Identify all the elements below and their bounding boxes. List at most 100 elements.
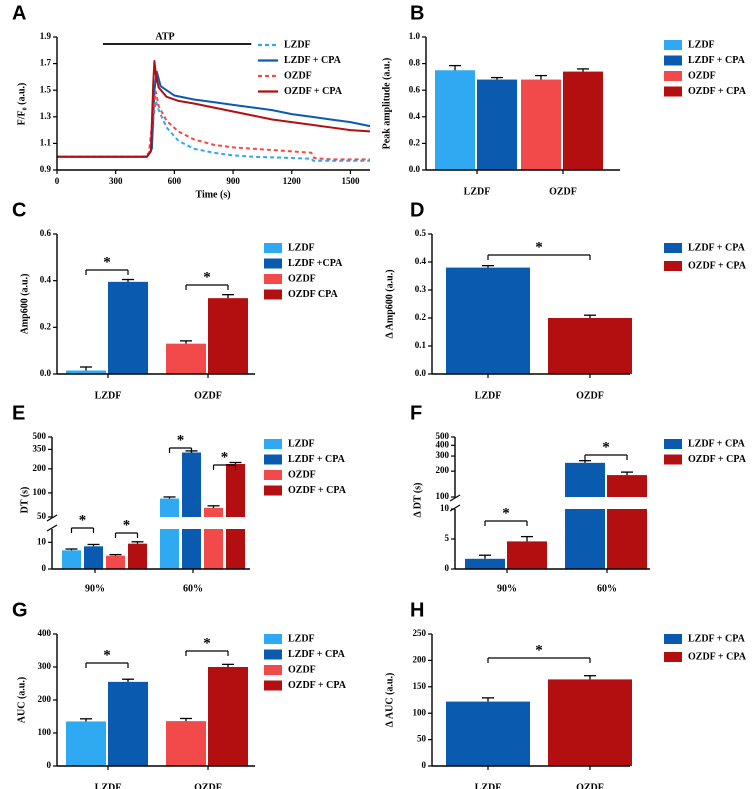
panel-a-legend-label-lzdf-cpa: LZDF + CPA — [284, 55, 342, 66]
panel-c-legend-label-lzdf-cpa: LZDF +CPA — [288, 258, 343, 269]
panel-h-y-label: Δ AUC (a.u.) — [384, 673, 395, 728]
panel-e-y-tick-label: 100 — [33, 487, 47, 497]
bar-lower-ozdf — [204, 529, 223, 569]
panel-g-sig-lzdf-star: * — [103, 647, 111, 663]
panel-f-legend-swatch-ozdf-cpa — [664, 454, 682, 465]
panel-d-category-label: LZDF — [475, 390, 502, 401]
panel-a-y-tick-label: 1.5 — [40, 84, 52, 94]
panel-a-legend-label-ozdf: OZDF — [284, 70, 312, 81]
panel-e-category-label: 90% — [85, 583, 105, 594]
panel-b-y-label: Peak amplitude (a.u.) — [381, 58, 392, 150]
panel-g-y-tick-label: 300 — [38, 661, 52, 671]
panel-h-category-label: OZDF — [576, 782, 604, 789]
panel-c-y-tick-label: 0.4 — [40, 275, 52, 285]
panel-d-y-tick-label: 0.5 — [415, 228, 427, 238]
bar-ozdf-cpa — [226, 463, 245, 517]
panel-e-legend-swatch-lzdf-cpa — [264, 454, 282, 465]
panel-c-legend-swatch-ozdf-cpa — [264, 289, 282, 300]
bar-ozdf-cpa — [548, 679, 632, 766]
panel-e-y-tick-label: 350 — [33, 443, 47, 453]
panel-e-sig-3-star: * — [221, 449, 229, 465]
bar-ozdf-cpa — [208, 298, 248, 374]
panel-d-y-tick-label: 0.2 — [415, 312, 427, 322]
bar-lzdf — [160, 498, 179, 517]
bar-ozdf-cpa — [563, 71, 603, 170]
panel-a-y-label: F/F₀ (a.u.) — [16, 83, 27, 126]
panel-h-category-label: LZDF — [475, 782, 502, 789]
panel-b-y-tick-label: 0.0 — [409, 164, 421, 174]
panel-g-legend-swatch-ozdf-cpa — [264, 680, 282, 691]
bar-ozdf — [166, 721, 206, 766]
panel-h-y-tick-label: 200 — [413, 654, 427, 664]
panel-d-legend-swatch-lzdf-cpa — [664, 243, 682, 253]
panel-c-y-tick-label: 0.0 — [40, 368, 52, 378]
panel-e-legend-label-lzdf: LZDF — [288, 438, 315, 449]
bar-lzdf — [435, 70, 475, 170]
panel-f-axis-break — [449, 504, 461, 512]
panel-h-legend-label-lzdf-cpa: LZDF + CPA — [688, 633, 746, 644]
panel-b-legend-label-ozdf: OZDF — [688, 70, 716, 81]
panel-e-legend-label-ozdf-cpa: OZDF + CPA — [288, 485, 347, 496]
panel-e-sig-1-star: * — [123, 517, 131, 533]
panel-g-legend-swatch-ozdf — [264, 665, 282, 675]
panel-f-legend-label-ozdf-cpa: OZDF + CPA — [688, 454, 747, 465]
bar-ozdf-cpa — [607, 475, 647, 497]
panel-b-y-tick-label: 0.6 — [409, 84, 421, 94]
panel-f-legend-label-lzdf-cpa: LZDF + CPA — [688, 438, 746, 449]
bar-lzdf-cpa — [108, 681, 148, 766]
panel-f-y-tick-label: 0 — [445, 563, 450, 573]
panel-d-legend-label-ozdf-cpa: OZDF + CPA — [688, 260, 747, 271]
panel-d-y-tick-label: 0.0 — [415, 368, 427, 378]
panel-h-legend-swatch-lzdf-cpa — [664, 634, 682, 644]
bar-lower-lzdf-cpa — [182, 529, 201, 569]
panel-b-legend-label-lzdf: LZDF — [688, 39, 715, 50]
panel-b-legend-swatch-lzdf-cpa — [664, 55, 682, 66]
panel-c-legend-label-ozdf-cpa: OZDF CPA — [288, 289, 338, 300]
panel-c-sig-lzdf-star: * — [103, 254, 111, 270]
panel-f-y-tick-label: 100 — [436, 491, 450, 501]
bar-lzdf-cpa — [465, 558, 505, 569]
panel-label-f: F — [410, 402, 422, 424]
panel-e-y-tick-label: 500 — [33, 431, 47, 441]
panel-h-legend-label-ozdf-cpa: OZDF + CPA — [688, 651, 747, 662]
panel-a-x-tick-label: 1200 — [283, 176, 302, 186]
panel-e-y-tick-label: 50 — [37, 511, 47, 521]
panel-a-y-tick-label: 1.9 — [40, 31, 52, 41]
panel-label-b: B — [410, 2, 424, 24]
panel-d-category-label: OZDF — [576, 390, 604, 401]
panel-g-legend-label-lzdf-cpa: LZDF + CPA — [288, 649, 346, 660]
panel-e-axis-break — [46, 514, 58, 522]
panel-b-legend-swatch-ozdf — [664, 71, 682, 81]
panel-b-y-tick-label: 0.8 — [409, 58, 421, 68]
bar-lzdf — [66, 721, 106, 766]
bar-lower-ozdf-cpa — [607, 509, 647, 569]
panel-g-y-tick-label: 400 — [38, 628, 52, 638]
panel-label-d: D — [410, 199, 424, 221]
panel-e-y-tick-label: 0 — [42, 563, 47, 573]
bar-lzdf-cpa — [565, 462, 605, 497]
panel-e-category-label: 60% — [183, 583, 203, 594]
panel-e-axis-break — [46, 524, 58, 532]
panel-b-legend-swatch-ozdf-cpa — [664, 86, 682, 97]
panel-c-y-tick-label: 0.2 — [40, 321, 52, 331]
panel-label-g: G — [12, 599, 28, 621]
series-line-ozdf-cpa — [57, 59, 371, 158]
bar-ozdf-cpa — [128, 543, 147, 569]
panel-e-y-tick-label: 200 — [33, 463, 47, 473]
atp-label: ATP — [155, 31, 174, 42]
panel-d-sig-star: * — [535, 239, 543, 255]
panel-a-x-tick-label: 900 — [226, 176, 240, 186]
panel-f-y-tick-label: 400 — [436, 439, 450, 449]
panel-b-y-tick-label: 1.0 — [409, 31, 421, 41]
bar-lzdf-cpa — [108, 281, 148, 374]
panel-h-y-tick-label: 0 — [422, 760, 427, 770]
bar-ozdf-cpa — [208, 667, 248, 766]
panel-h-sig-star: * — [535, 642, 543, 658]
bar-lower-lzdf — [160, 529, 179, 569]
bar-ozdf — [166, 343, 206, 374]
panel-f-y-tick-label: 10 — [440, 503, 450, 513]
bar-lzdf — [62, 550, 81, 569]
panel-g-category-label: LZDF — [95, 782, 122, 789]
panel-e-sig-0-star: * — [79, 512, 87, 528]
bar-ozdf — [106, 555, 125, 569]
